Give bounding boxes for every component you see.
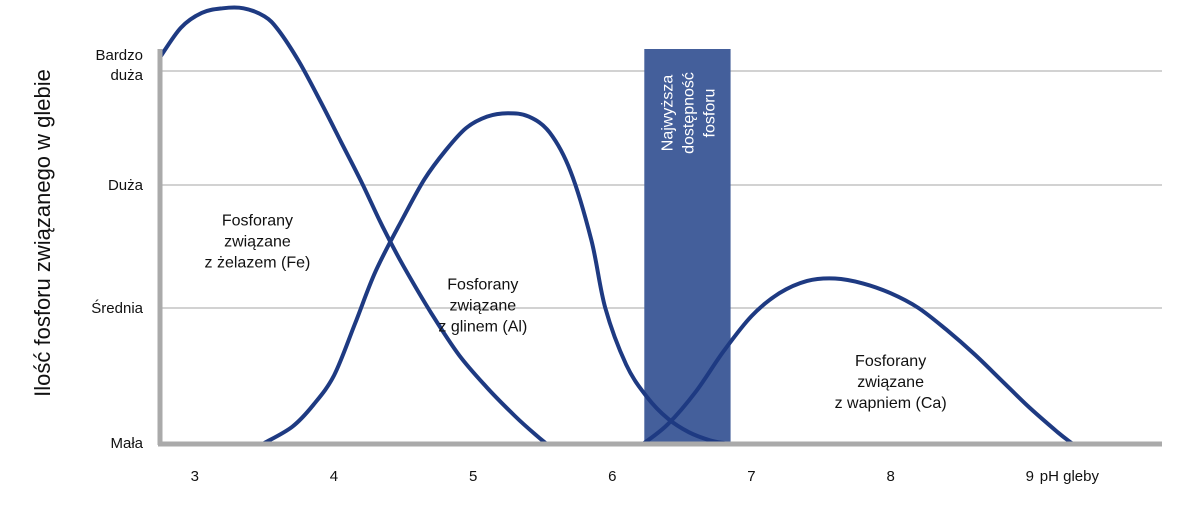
series-label-line: Fosforany	[222, 212, 293, 229]
y-tick-label: Duża	[108, 177, 144, 194]
availability-band-label-line: dostępność	[680, 72, 697, 154]
x-tick-label: 4	[330, 468, 338, 485]
availability-band-group: Najwyższa dostępność fosforu	[644, 49, 731, 443]
series-label-line: związane	[224, 233, 291, 250]
aluminium-phosphate-curve	[262, 111, 726, 445]
series-label-line: z żelazem (Fe)	[205, 254, 311, 271]
x-tick-label: 9	[1026, 468, 1034, 485]
series-label-line: Fosforany	[855, 353, 926, 370]
x-tick-label: 6	[608, 468, 616, 485]
labels: Fosforany związane z żelazem (Fe)Fosforany…	[91, 47, 1099, 485]
aluminium-phosphate-label: Fosforany związane z glinem (Al)	[438, 276, 527, 335]
y-tick-label: Średnia	[91, 299, 143, 317]
iron-phosphate-label: Fosforany związane z żelazem (Fe)	[205, 212, 311, 271]
y-tick-label: Mała	[110, 435, 143, 452]
axes	[157, 49, 1162, 447]
availability-band-label: Najwyższa dostępność fosforu	[659, 72, 718, 154]
series-label-line: związane	[857, 374, 924, 391]
x-axis-label: pH gleby	[1040, 468, 1100, 485]
y-tick-label-line: Duża	[108, 177, 144, 194]
y-axis-label: Ilość fosforu związanego w glebie	[30, 69, 55, 397]
x-tick-label: 3	[191, 468, 199, 485]
iron-phosphate-curve	[158, 5, 548, 445]
series-label-line: Fosforany	[447, 276, 518, 293]
x-tick-label: 5	[469, 468, 477, 485]
series-label-line: z wapniem (Ca)	[835, 395, 947, 412]
x-tick-label: 7	[747, 468, 755, 485]
series-lines	[158, 5, 1074, 445]
y-tick-label-line: Bardzo	[95, 47, 143, 64]
availability-band	[644, 49, 731, 443]
calcium-phosphate-label: Fosforany związane z wapniem (Ca)	[835, 353, 947, 412]
series-label-line: związane	[450, 297, 517, 314]
calcium-phosphate-curve	[642, 276, 1074, 445]
y-tick-label-line: duża	[110, 67, 143, 84]
x-tick-label: 8	[886, 468, 894, 485]
y-tick-label-line: Mała	[110, 435, 143, 452]
y-tick-label-line: Średnia	[91, 299, 143, 317]
availability-band-label-line: Najwyższa	[659, 75, 676, 152]
y-tick-label: Bardzo duża	[95, 47, 143, 84]
series-label-line: z glinem (Al)	[438, 318, 527, 335]
availability-band-label-line: fosforu	[701, 89, 718, 138]
